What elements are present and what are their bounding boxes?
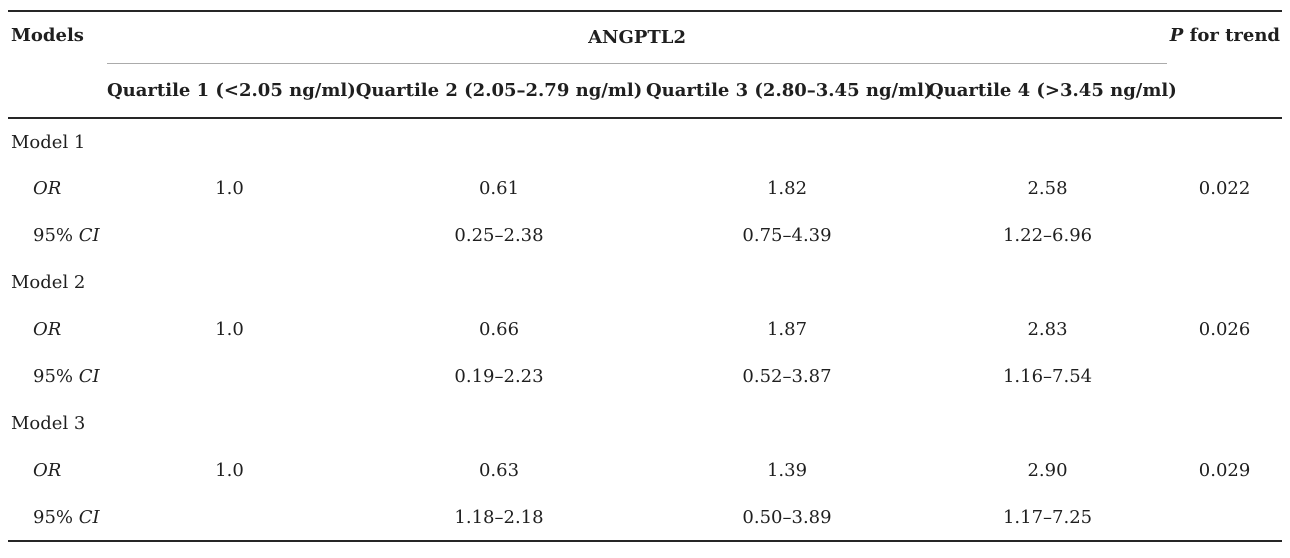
ci-value-q1 <box>107 212 352 259</box>
p-for-trend-column-header: P for trend <box>1167 11 1283 119</box>
table-row-model-1-or: OR 1.0 0.61 1.82 2.58 0.022 <box>8 165 1282 212</box>
or-value-q4: 2.58 <box>1027 178 1068 199</box>
quartile-3-header: Quartile 3 (2.80–3.45 ng/ml) <box>646 63 933 119</box>
p-for-trend-value: 0.022 <box>1198 178 1251 199</box>
table-row-model-2: Model 2 <box>8 259 1282 306</box>
model-3-label: Model 3 <box>11 413 86 434</box>
or-value-q4: 2.83 <box>1027 319 1068 340</box>
or-value-q2: 0.63 <box>478 460 520 481</box>
quartile-header-row: Quartile 1 (<2.05 ng/ml) Quartile 2 (2.0… <box>8 63 1282 119</box>
ci-value-q3: 0.50–3.89 <box>742 506 832 528</box>
or-value-q3: 1.39 <box>766 460 808 481</box>
ci-label-text: CI <box>78 366 100 387</box>
ci-value-q4: 1.16–7.54 <box>1002 366 1093 387</box>
table-row-model-1-ci: 95% CI 0.25–2.38 0.75–4.39 1.22–6.96 <box>8 212 1282 259</box>
or-row-label: OR <box>8 165 107 212</box>
or-value-q3: 1.87 <box>766 319 808 340</box>
table-row-model-3-or: OR 1.0 0.63 1.39 2.90 0.029 <box>8 447 1282 494</box>
table-row-model-2-or: OR 1.0 0.66 1.87 2.83 0.026 <box>8 306 1282 353</box>
or-value-q1: 1.0 <box>215 178 244 199</box>
or-label-text: OR <box>33 178 62 199</box>
angptl2-group-header: ANGPTL2 <box>107 11 1168 64</box>
or-label-text: OR <box>33 460 62 481</box>
p-for-trend-empty <box>1167 212 1282 259</box>
quartile-4-header: Quartile 4 (>3.45 ng/ml) <box>928 63 1177 119</box>
paper-table-figure: Models ANGPTL2 P for trend Quartile 1 (<… <box>8 10 1283 542</box>
or-value-q3: 1.82 <box>766 178 808 199</box>
ci-label-prefix: 95% <box>33 225 79 246</box>
ci-row-label: 95% CI <box>8 353 107 400</box>
ci-value-q2: 1.18–2.18 <box>454 506 544 528</box>
p-for-trend-value: 0.026 <box>1198 319 1251 340</box>
ci-row-label: 95% CI <box>8 212 107 259</box>
table-row-model-2-ci: 95% CI 0.19–2.23 0.52–3.87 1.16–7.54 <box>8 353 1282 400</box>
ci-value-q4: 1.22–6.96 <box>1002 225 1093 246</box>
ci-label-text: CI <box>78 506 100 528</box>
or-value-q1: 1.0 <box>215 319 244 340</box>
p-for-trend-empty <box>1167 494 1282 541</box>
p-header-text: for trend <box>1183 25 1281 46</box>
ci-value-q2: 0.25–2.38 <box>454 225 544 246</box>
table-row-model-3: Model 3 <box>8 400 1282 447</box>
ci-value-q4: 1.17–7.25 <box>1002 506 1093 528</box>
model-2-label: Model 2 <box>11 272 86 293</box>
ci-value-q3: 0.52–3.87 <box>742 366 832 387</box>
table-row-model-3-ci: 95% CI 1.18–2.18 0.50–3.89 1.17–7.25 <box>8 494 1282 541</box>
ci-label-prefix: 95% <box>33 366 79 387</box>
or-value-q2: 0.61 <box>478 178 520 199</box>
ci-label-prefix: 95% <box>33 506 79 528</box>
or-row-label: OR <box>8 447 107 494</box>
table-row-model-1: Model 1 <box>8 118 1282 165</box>
angptl2-or-table: Models ANGPTL2 P for trend Quartile 1 (<… <box>8 10 1283 542</box>
or-value-q1: 1.0 <box>215 460 244 481</box>
quartile-1-header: Quartile 1 (<2.05 ng/ml) <box>107 63 356 119</box>
or-label-text: OR <box>33 319 62 340</box>
model-1-label: Model 1 <box>11 131 86 153</box>
group-header-row: Models ANGPTL2 P for trend <box>8 11 1283 119</box>
ci-label-text: CI <box>78 225 100 246</box>
quartile-2-header: Quartile 2 (2.05–2.79 ng/ml) <box>352 63 646 119</box>
or-row-label: OR <box>8 306 107 353</box>
ci-value-q1 <box>107 353 352 400</box>
ci-value-q2: 0.19–2.23 <box>454 366 544 387</box>
or-value-q2: 0.66 <box>478 319 520 340</box>
ci-value-q3: 0.75–4.39 <box>742 225 832 246</box>
or-value-q4: 2.90 <box>1027 460 1068 481</box>
p-symbol: P <box>1169 25 1184 46</box>
models-column-header: Models <box>8 11 107 119</box>
ci-row-label: 95% CI <box>8 494 107 541</box>
ci-value-q1 <box>107 494 352 541</box>
p-for-trend-value: 0.029 <box>1198 460 1251 481</box>
p-for-trend-empty <box>1167 353 1282 400</box>
